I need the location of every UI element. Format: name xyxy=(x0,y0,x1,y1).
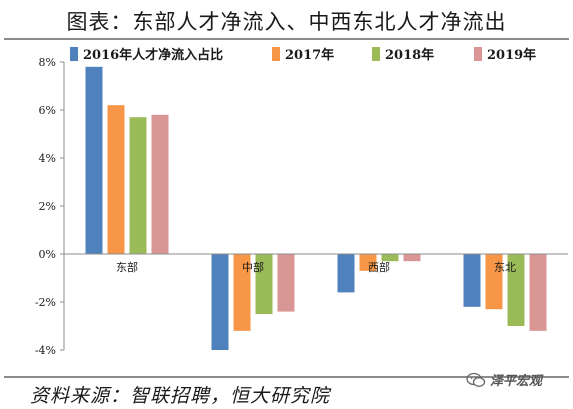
category-label: 东部 xyxy=(116,260,138,274)
bar xyxy=(381,254,399,262)
y-tick-label: 8% xyxy=(39,56,56,69)
category-label: 东北 xyxy=(494,261,516,274)
category-label: 西部 xyxy=(368,260,390,274)
wechat-icon xyxy=(466,372,486,387)
y-tick-label: 4% xyxy=(39,152,56,165)
legend-swatch xyxy=(474,47,482,61)
y-tick-label: 2% xyxy=(39,200,56,213)
legend-label: 2017年 xyxy=(285,47,334,63)
footer-divider xyxy=(4,376,569,378)
bar xyxy=(485,254,503,310)
bar xyxy=(151,114,169,254)
bar xyxy=(107,105,125,254)
watermark-text: 泽平宏观 xyxy=(490,374,543,389)
legend-label: 2018年 xyxy=(385,47,434,63)
y-tick-label: 6% xyxy=(39,104,56,117)
bar xyxy=(507,254,525,326)
watermark: 泽平宏观 xyxy=(466,370,542,389)
y-tick-label: -2% xyxy=(35,296,56,309)
bar xyxy=(277,254,295,312)
bar xyxy=(233,254,251,331)
y-tick-label: 0% xyxy=(39,248,56,261)
bar-chart: 8% 6% 4% 2% 0% -2% -4% 东部 中部 西部 东北 2016年人才净流入占比 2017… xyxy=(35,47,568,357)
y-tick-label: -4% xyxy=(35,344,56,357)
title-divider xyxy=(4,38,569,40)
chart-title: 图表：东部人才净流入、中西东北人才净流出 xyxy=(66,10,507,34)
legend-label: 2019年 xyxy=(487,47,536,63)
bar xyxy=(255,254,273,314)
bar xyxy=(403,254,421,262)
bar xyxy=(337,254,355,293)
bar xyxy=(529,254,547,331)
legend-swatch xyxy=(70,47,78,61)
bar xyxy=(359,254,377,271)
legend-swatch xyxy=(272,47,280,61)
bar xyxy=(85,66,103,254)
bar xyxy=(129,117,147,254)
legend-swatch xyxy=(372,47,380,61)
source-note: 资料来源：智联招聘，恒大研究院 xyxy=(30,385,331,407)
legend-label: 2016年人才净流入占比 xyxy=(83,47,223,63)
category-label: 中部 xyxy=(242,260,264,274)
bar xyxy=(463,254,481,307)
bar xyxy=(211,254,229,350)
